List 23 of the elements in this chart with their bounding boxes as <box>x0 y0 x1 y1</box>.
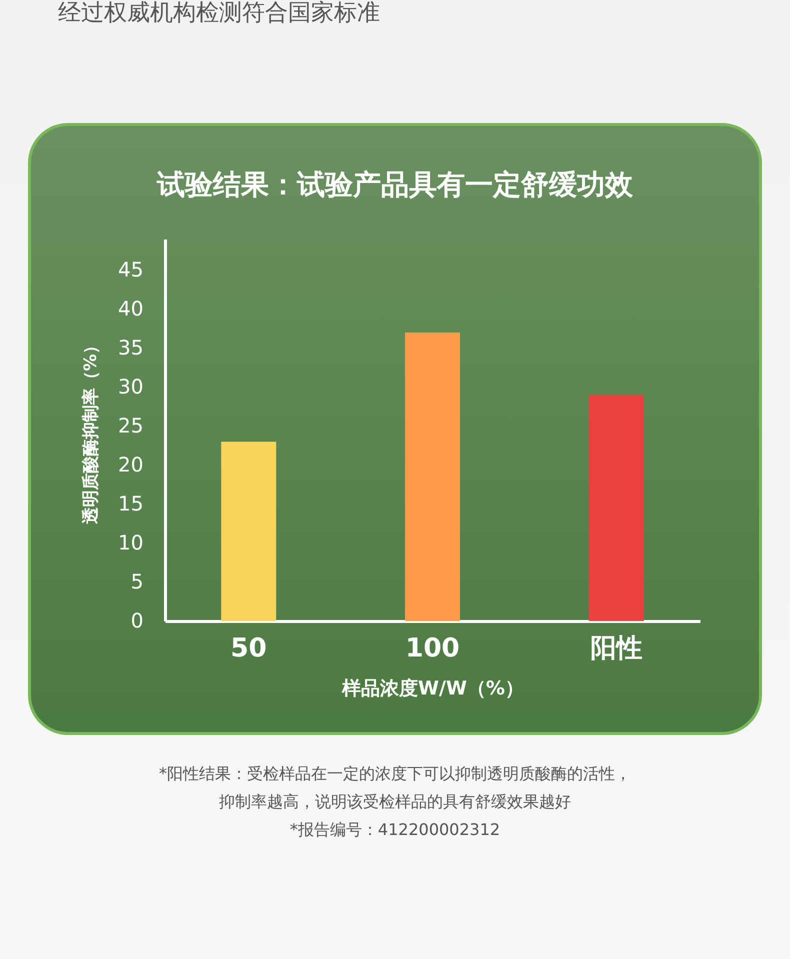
x-tick-label: 100 <box>405 634 460 664</box>
y-tick-label: 10 <box>118 530 144 555</box>
text: *报告编号：412200002312 <box>288 820 502 841</box>
bar <box>405 332 460 621</box>
x-axis-title: 样品浓度W/W（%） <box>341 678 524 700</box>
y-tick-label: 30 <box>118 374 144 399</box>
bar <box>588 394 644 621</box>
y-tick-label: 15 <box>118 492 144 516</box>
y-tick-label: 0 <box>130 608 144 632</box>
chart-title: 试验结果：试验产品具有一定舒缓功效 <box>156 167 634 203</box>
y-tick-label: 40 <box>118 296 144 321</box>
text: 抑制率越高，说明该受检样品的具有舒缓效果越好 <box>218 792 572 813</box>
y-tick-label: 5 <box>130 570 144 594</box>
bar <box>221 442 276 621</box>
y-tick-label: 20 <box>118 452 144 477</box>
x-tick-label: 阳性 <box>590 634 642 664</box>
y-axis-title: 透明质酸酶抑制率（%） <box>81 336 102 526</box>
text: 经过权威机构检测符合国家标准 <box>58 0 380 26</box>
text: *阳性结果：受检样品在一定的浓度下可以抑制透明质酸酶的活性， <box>158 764 632 785</box>
x-tick-label: 50 <box>230 634 267 664</box>
y-tick-label: 35 <box>118 336 144 360</box>
y-tick-label: 25 <box>118 414 144 438</box>
y-tick-label: 45 <box>118 258 144 282</box>
